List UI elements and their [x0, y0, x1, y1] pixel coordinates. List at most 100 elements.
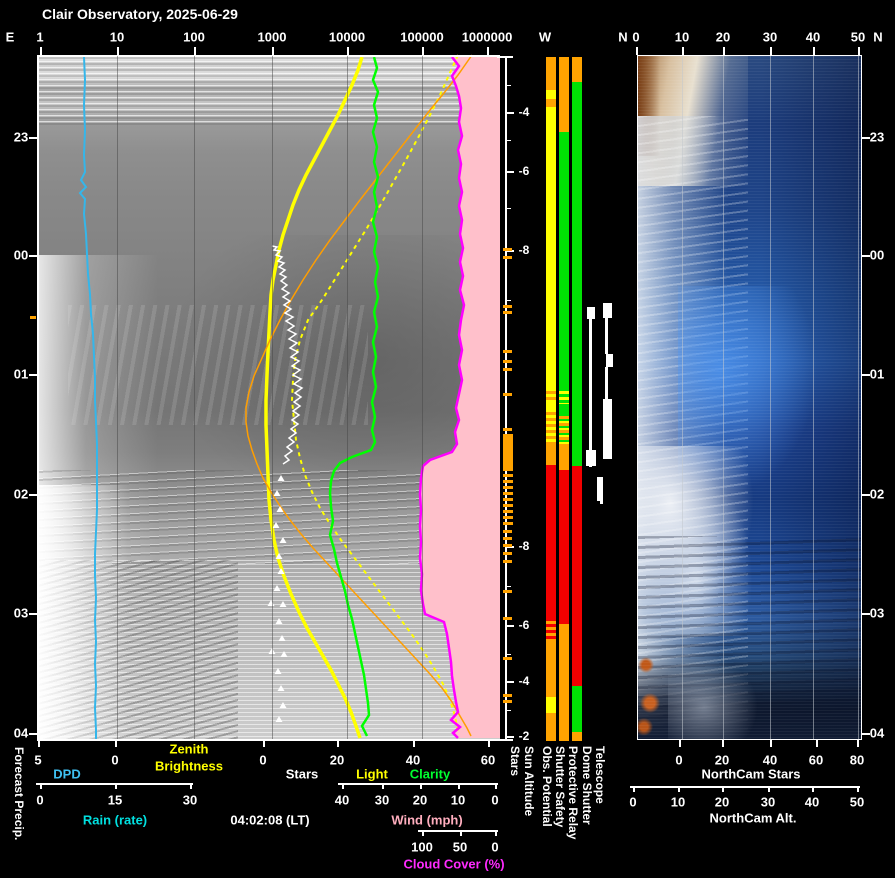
- trace-cloud-cover: [418, 56, 466, 739]
- tick-label: 03: [869, 605, 885, 621]
- axis-tick: [37, 739, 500, 741]
- status-bar-obs-potential: [546, 444, 556, 465]
- axis-tick: [506, 140, 511, 141]
- star-dash: [503, 368, 512, 371]
- tick-label: 15: [107, 792, 123, 808]
- star-dash: [503, 617, 512, 620]
- status-bar-obs-potential: [546, 640, 556, 697]
- axis-tick: [862, 137, 870, 139]
- tick-label: 60: [808, 752, 824, 768]
- axis-tick: [40, 47, 42, 55]
- axis-tick: [506, 710, 511, 711]
- status-bar-shutter-safety: [559, 132, 569, 388]
- tick-label: 40: [405, 752, 421, 768]
- status-bar-shutter-safety: [559, 444, 569, 470]
- axis-tick: [29, 255, 37, 257]
- axis-tick: [862, 613, 870, 615]
- axis-tick: [506, 85, 511, 86]
- tick-label: 03: [13, 605, 29, 621]
- tick-label: 10: [450, 792, 466, 808]
- compass-east: E: [5, 29, 15, 45]
- axis-tick: [723, 47, 725, 55]
- status-bar-shutter-safety: [559, 470, 569, 624]
- star-marker: [273, 490, 281, 496]
- axis-tick: [506, 625, 514, 627]
- tick-label: 0: [632, 29, 640, 45]
- forecast-dash: [30, 316, 36, 319]
- axis-tick: [636, 47, 638, 55]
- status-bar-shutter-safety: [559, 416, 569, 444]
- status-bar-obs-potential: [546, 465, 556, 618]
- tick-label: 20: [412, 792, 428, 808]
- northcam-panel: [637, 55, 862, 740]
- star-marker: [279, 537, 287, 543]
- axis-tick: [862, 733, 870, 735]
- star-marker: [277, 475, 285, 481]
- axis-tick: [682, 47, 684, 55]
- axis-tick: [506, 586, 511, 587]
- cloud-region: [420, 57, 500, 738]
- side-label-telescope: Telescope: [593, 746, 607, 804]
- side-label-shutter-safety: Shutter Safety: [553, 746, 567, 828]
- indicator-telescope: [605, 318, 608, 354]
- star-dash: [503, 360, 512, 363]
- axis-tick: [29, 374, 37, 376]
- axis-tick: [506, 300, 511, 301]
- axis-tick: [272, 47, 274, 55]
- star-marker: [273, 585, 281, 591]
- axis-tick: [497, 739, 513, 741]
- legend-northcam-stars: NorthCam Stars: [701, 766, 801, 782]
- star-marker: [277, 568, 285, 574]
- tick-label: 5: [34, 752, 42, 768]
- axis-tick: [506, 681, 514, 683]
- status-bar-shutter-safety: [559, 624, 569, 741]
- local-time: 04:02:08 (LT): [230, 812, 310, 828]
- axis-tick: [115, 783, 117, 789]
- star-marker: [275, 618, 283, 624]
- tick-label: 50: [850, 29, 866, 45]
- side-label-protective-relay: Protective Relay: [566, 746, 580, 840]
- axis-tick: [37, 55, 500, 57]
- layer: [858, 56, 859, 739]
- axis-tick: [194, 47, 196, 55]
- star-dash: [503, 350, 512, 353]
- layer: [682, 56, 683, 739]
- indicator-telescope: [603, 399, 612, 459]
- axis-tick: [458, 783, 460, 789]
- legend-zenith-line1: Zenith: [169, 741, 209, 757]
- star-dash: [503, 537, 512, 540]
- layer: [723, 56, 724, 739]
- status-bar-obs-potential: [546, 99, 556, 107]
- status-bar-obs-potential: [546, 388, 556, 400]
- axis-tick: [858, 47, 860, 55]
- tick-label: 50: [849, 794, 865, 810]
- legend-rain: Rain (rate): [82, 812, 148, 828]
- indicator-telescope: [603, 303, 612, 318]
- axis-tick: [813, 47, 815, 55]
- tick-label: 10000: [328, 29, 366, 45]
- tick-label: 0: [259, 752, 267, 768]
- tick-label: 20: [714, 794, 730, 810]
- side-label-dome-shutter: Dome Shutter: [580, 746, 594, 825]
- status-bar-protective-relay: [572, 732, 582, 741]
- tick-label: 30: [374, 792, 390, 808]
- layer: [347, 56, 348, 739]
- star-dash: [503, 694, 512, 697]
- indicator-telescope: [605, 367, 608, 399]
- axis-tick: [862, 374, 870, 376]
- compass-north-left: N: [618, 29, 628, 45]
- star-marker: [276, 506, 284, 512]
- axis-tick: [29, 613, 37, 615]
- tick-label: 23: [869, 129, 885, 145]
- tick-label: 40: [762, 752, 778, 768]
- axis-tick: [812, 786, 814, 792]
- layer: [194, 56, 195, 739]
- axis-tick: [190, 783, 192, 789]
- tick-label: -4: [518, 674, 530, 688]
- tick-label: 20: [714, 752, 730, 768]
- tick-label: 30: [762, 29, 778, 45]
- axis-tick: [722, 740, 724, 747]
- star-dash: [503, 560, 512, 563]
- layer: [422, 56, 423, 739]
- star-dash: [503, 305, 512, 308]
